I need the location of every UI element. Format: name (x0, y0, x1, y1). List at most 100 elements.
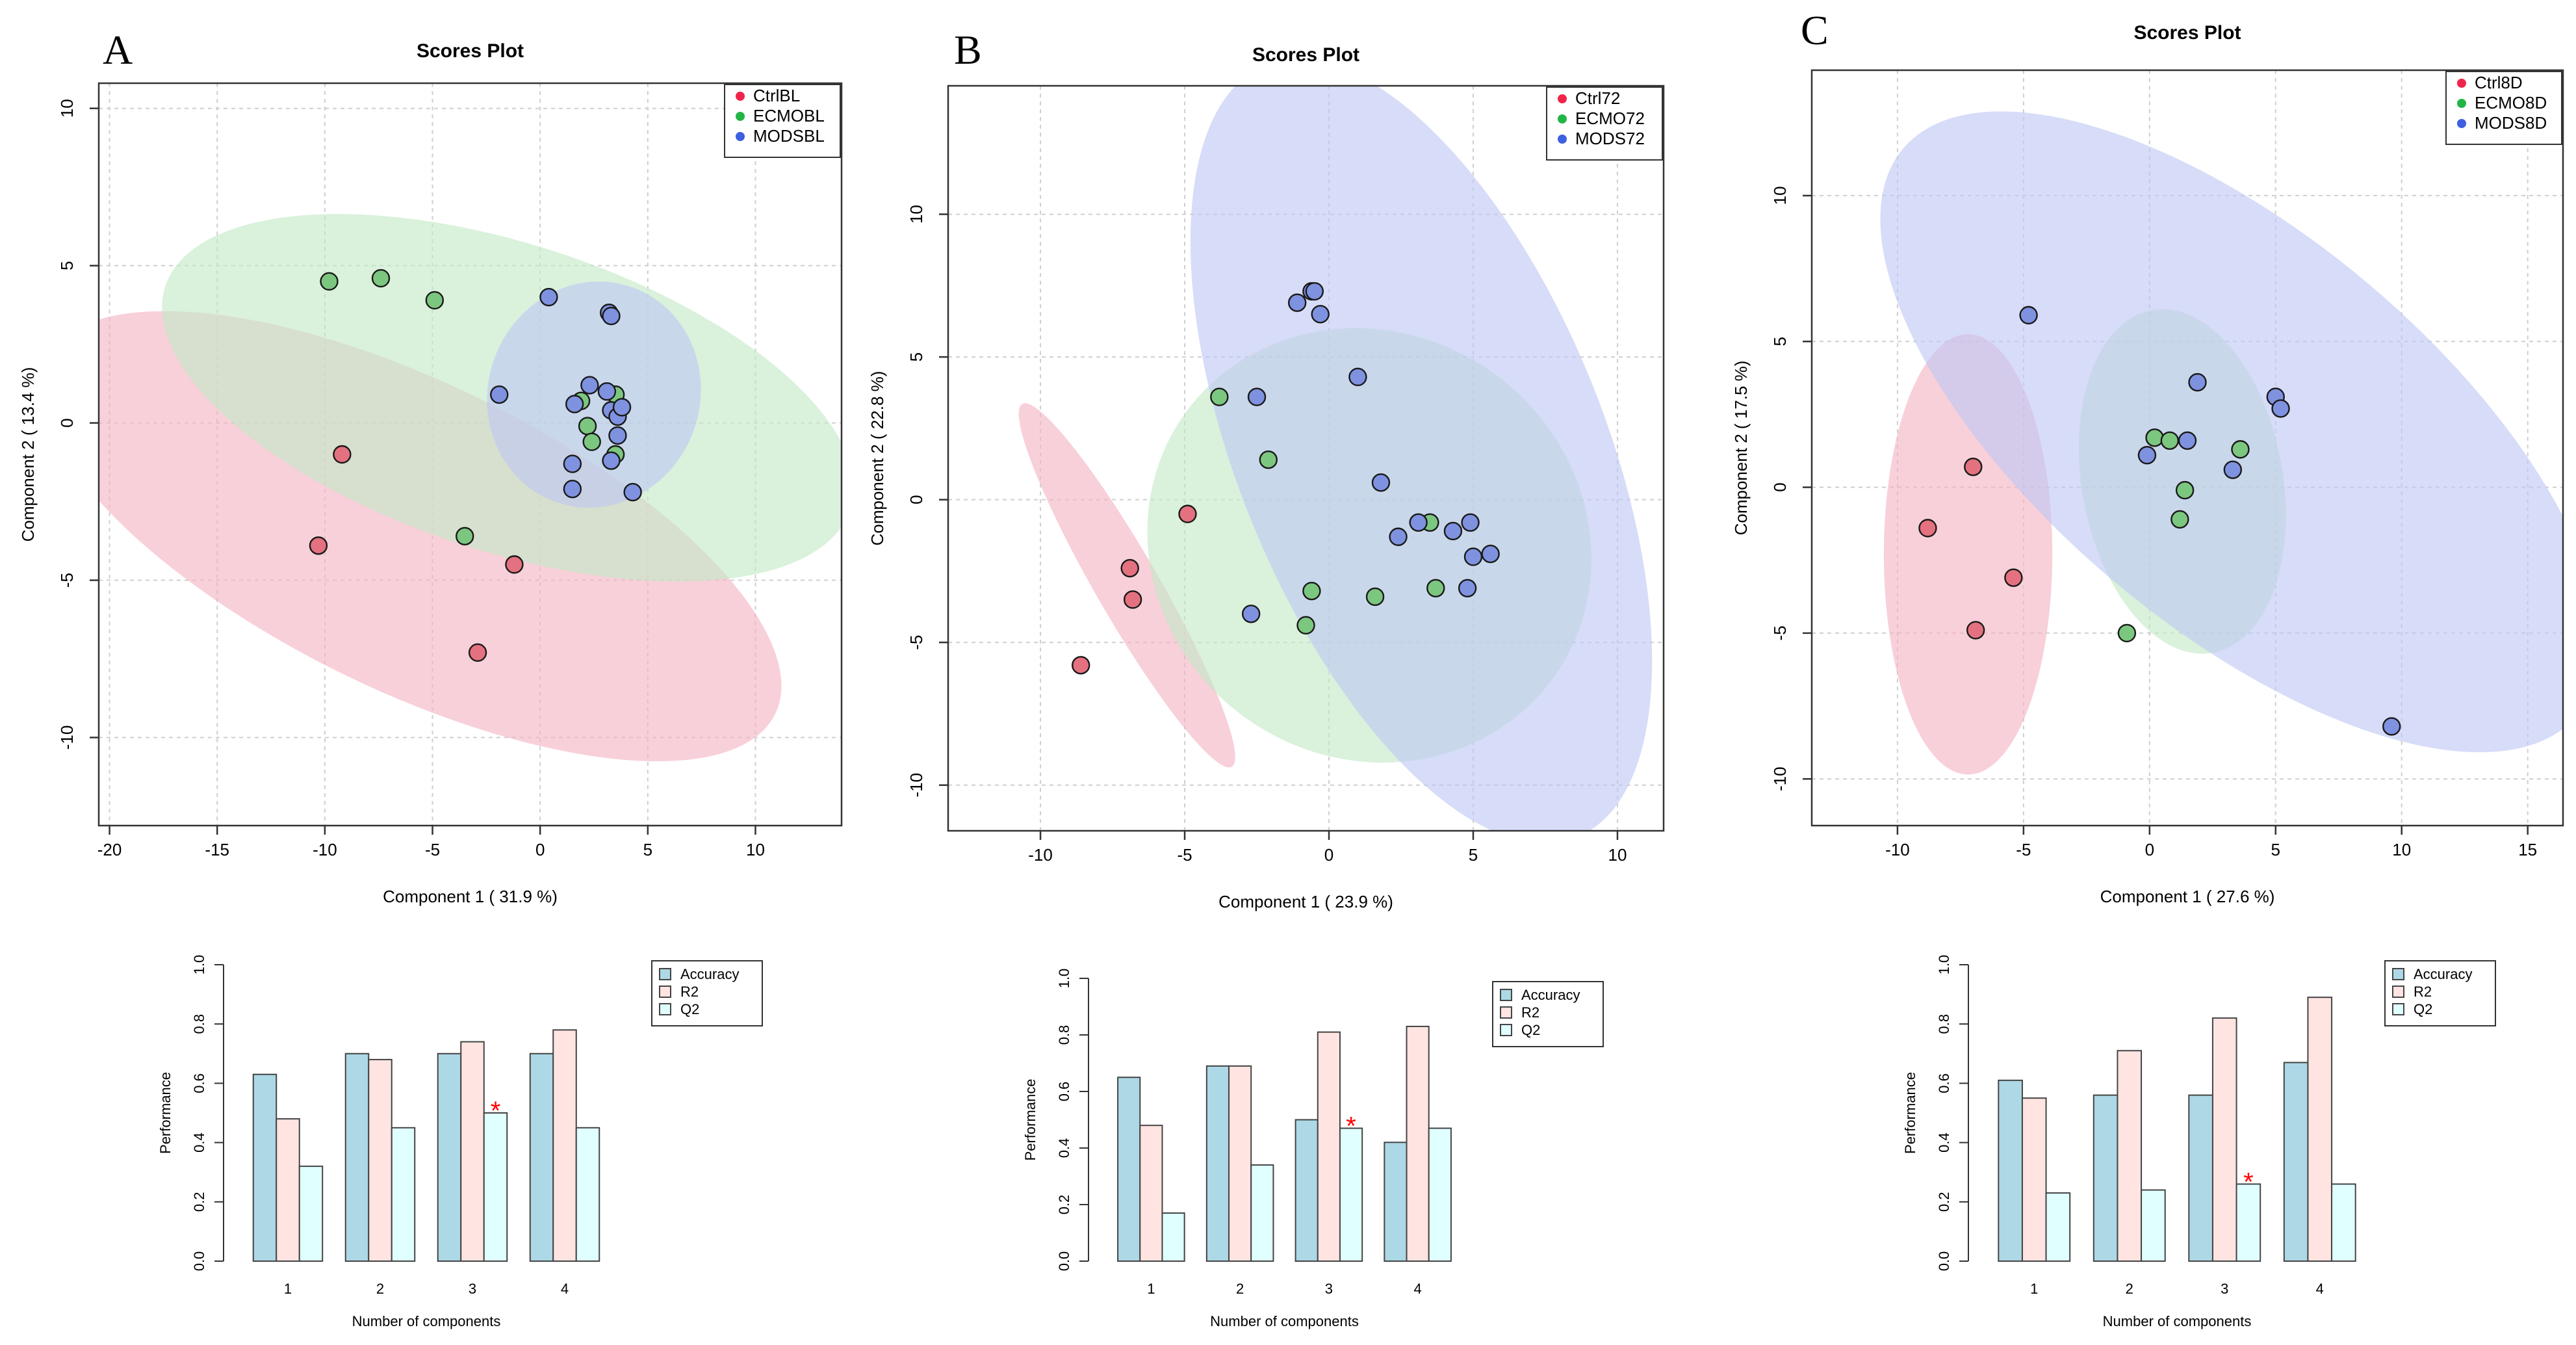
plot-title: Scores Plot (417, 40, 524, 62)
y-tick-label: 0.0 (1056, 1251, 1072, 1272)
y-axis-label: Performance (1902, 1072, 1918, 1154)
bar-accuracy (1205, 1065, 1230, 1262)
legend-label: ECMO72 (1575, 109, 1645, 128)
y-tick-label: 5 (1770, 337, 1790, 346)
x-axis-label: Component 1 ( 23.9 %) (1218, 892, 1393, 911)
category-label: 1 (1147, 1281, 1155, 1297)
x-axis-label: Number of components (1210, 1313, 1359, 1329)
bar-r2 (1139, 1125, 1163, 1262)
legend-label: Q2 (1521, 1022, 1540, 1038)
bar-r2 (1406, 1025, 1430, 1262)
point-mods (1443, 521, 1463, 541)
plot-title: Scores Plot (2133, 22, 2241, 44)
bar-q2 (2045, 1192, 2071, 1262)
point-ecmo (1296, 616, 1315, 635)
x-tick-label: 15 (2518, 840, 2537, 859)
legend-label: Accuracy (2414, 966, 2472, 982)
x-tick-label: -15 (205, 840, 229, 859)
panel-label-c: C (1801, 7, 1829, 53)
category-label: 1 (2030, 1281, 2038, 1297)
point-mods (612, 398, 632, 417)
point-mods (1305, 281, 1324, 301)
category-label: 3 (1325, 1281, 1333, 1297)
point-ctrl (333, 445, 352, 464)
category-label: 3 (469, 1281, 476, 1297)
point-mods (565, 395, 584, 413)
scatter-panel-b: B -10 -5 0 5 10 -10 -5 0 5 10 Scores Plot Component … (868, 27, 1665, 911)
point-mods (2223, 460, 2243, 479)
bar-r2 (368, 1058, 393, 1262)
category-label: 4 (2316, 1281, 2324, 1297)
point-mods (2188, 372, 2207, 392)
y-tick-label: -5 (907, 635, 926, 650)
point-mods (1241, 605, 1261, 623)
legend-label: ECMO8D (2475, 93, 2547, 112)
category-label: 2 (376, 1281, 384, 1297)
point-ecmo (2170, 510, 2189, 529)
y-axis-label: Performance (157, 1072, 174, 1154)
bar-r2 (2117, 1050, 2143, 1262)
point-mods (539, 287, 558, 307)
x-tick-label: 0 (2145, 840, 2154, 859)
point-ecmo (1302, 581, 1321, 601)
point-mods (602, 306, 621, 326)
point-ctrl (309, 536, 328, 555)
legend-swatch-r2 (1500, 1006, 1512, 1019)
x-tick-label: -10 (1885, 840, 1910, 859)
point-mods (2137, 446, 2157, 465)
point-mods (1409, 513, 1428, 532)
category-label: 3 (2221, 1281, 2228, 1297)
y-tick-label: 0.2 (191, 1192, 207, 1212)
y-tick-label: -10 (1770, 766, 1790, 791)
bar-q2 (2331, 1183, 2356, 1262)
bar-r2 (1228, 1065, 1252, 1262)
scatter-panel-a: A -20 -15 -10 -5 0 5 10 -10 -5 0 5 10 Scores Plot Comp… (18, 27, 843, 906)
legend-swatch-q2 (1500, 1024, 1512, 1036)
point-mods (623, 482, 642, 502)
point-ecmo (2117, 623, 2137, 643)
point-mods (1371, 473, 1391, 492)
point-mods (1458, 579, 1477, 597)
bar-accuracy (1384, 1142, 1408, 1262)
point-mods (1348, 367, 1367, 387)
y-tick-label: 0.6 (1056, 1082, 1072, 1102)
y-axis-label: Performance (1022, 1079, 1038, 1161)
x-tick-label: 10 (1608, 845, 1627, 865)
legend-label: R2 (2414, 984, 2432, 1000)
x-tick-label: -5 (2016, 840, 2031, 859)
point-mods (580, 376, 599, 395)
ellipse-mods (1880, 111, 2563, 753)
legend-marker-ecmo (2457, 99, 2466, 108)
legend-label: MODSBL (753, 126, 825, 146)
x-tick-label: -10 (313, 840, 337, 859)
ellipse-mods (1190, 86, 1653, 831)
bar-accuracy (344, 1052, 370, 1262)
bar-q2 (1161, 1212, 1185, 1262)
ellipses-b (1018, 86, 1653, 831)
point-ctrl (1123, 590, 1142, 609)
bar-q2 (1250, 1164, 1274, 1262)
bar-accuracy (1998, 1079, 2023, 1262)
legend-marker-mods (1558, 135, 1567, 144)
x-axis-label: Component 1 ( 27.6 %) (2100, 887, 2275, 906)
bar-q2 (483, 1112, 508, 1262)
y-tick-label: 0 (1770, 482, 1790, 491)
y-axis-label: Component 2 ( 22.8 %) (868, 371, 887, 546)
point-mods (1481, 544, 1500, 564)
category-label: 4 (1414, 1281, 1422, 1297)
y-tick-label: -10 (907, 773, 926, 798)
legend-label: R2 (680, 984, 699, 1000)
bar-q2 (2141, 1189, 2166, 1262)
category-label: 1 (284, 1281, 292, 1297)
y-tick-label: 0.8 (1056, 1025, 1072, 1045)
y-tick-label: 10 (57, 99, 77, 118)
legend-label: Ctrl8D (2475, 73, 2523, 92)
y-tick-label: 0.4 (191, 1132, 207, 1153)
legend-label: R2 (1521, 1004, 1539, 1021)
x-tick-label: -20 (97, 840, 122, 859)
point-ecmo (425, 291, 444, 310)
point-ecmo (320, 272, 339, 291)
